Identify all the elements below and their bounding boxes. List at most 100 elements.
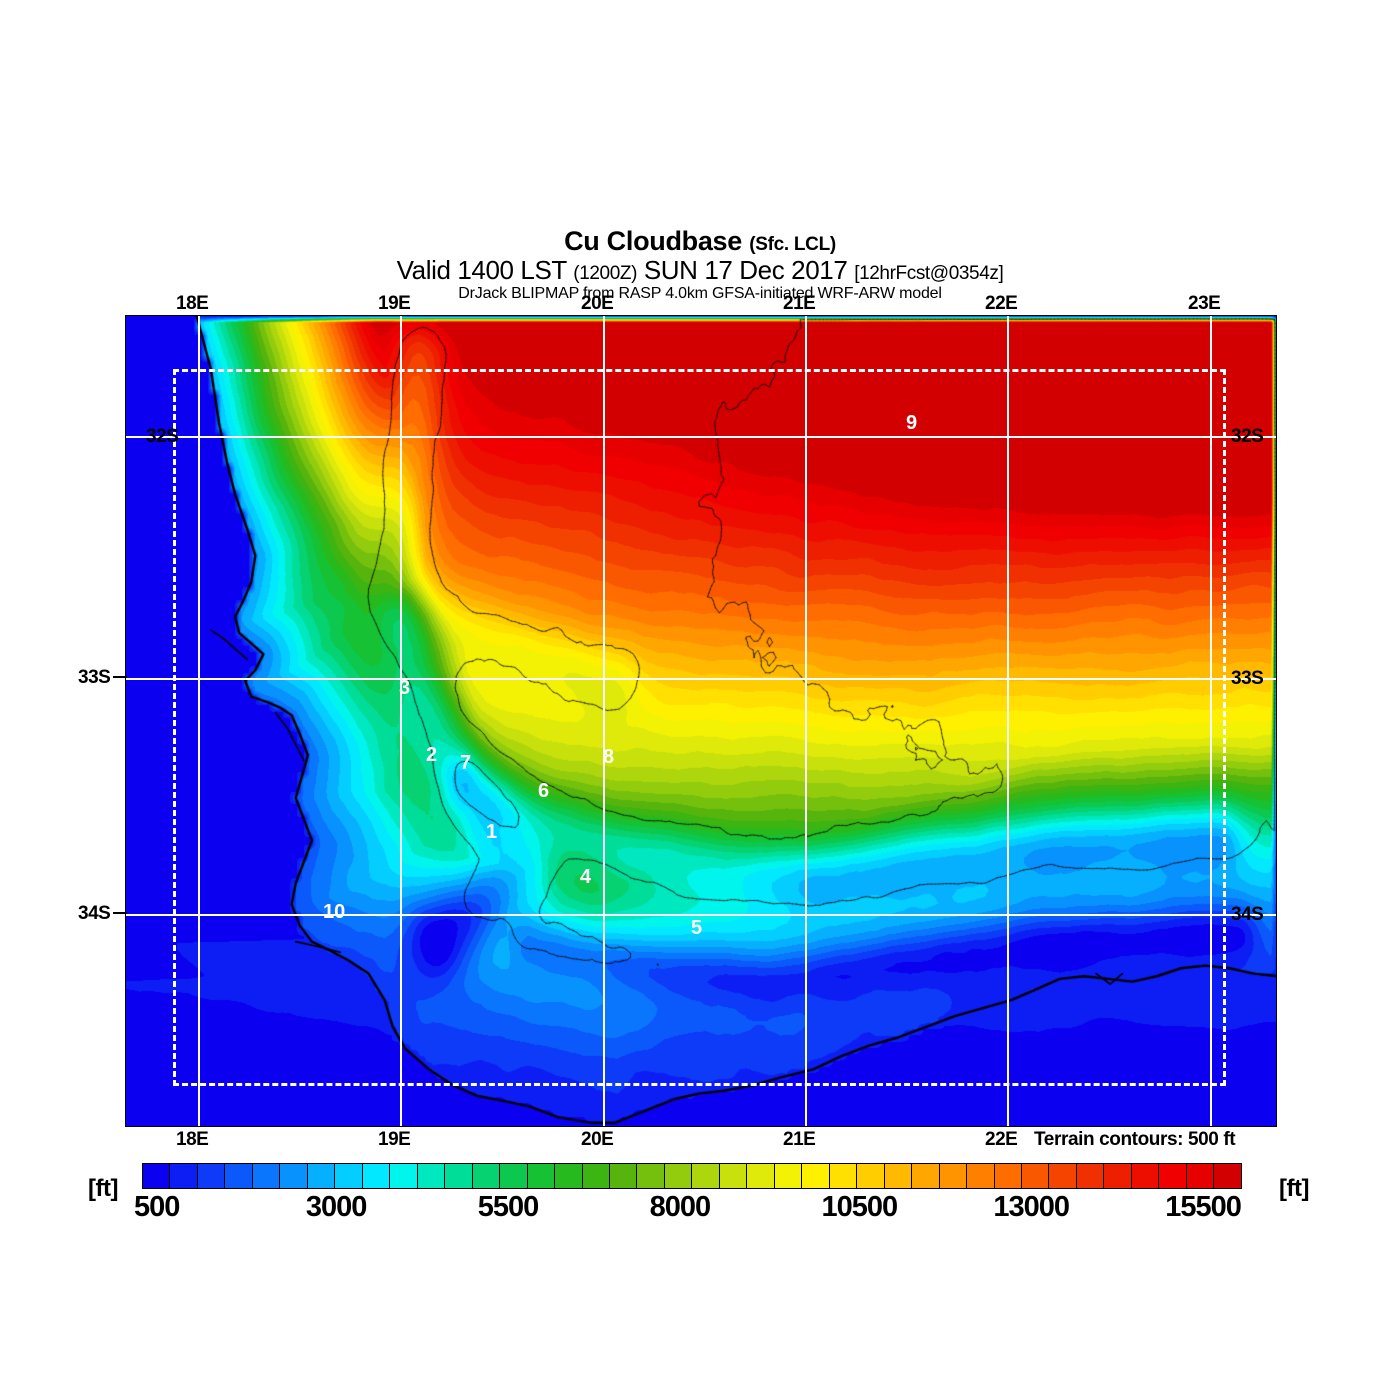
colorbar-cell-2 [197,1164,226,1188]
colorbar-tick-labels: 500 3000 5500 8000 10500 13000 15500 [0,1191,1400,1231]
colorbar-cell-33 [1049,1164,1077,1188]
lon-label-bottom-22E: 22E [985,1129,1018,1150]
colorbar-cell-4 [252,1164,281,1188]
colorbar-cell-9 [390,1164,418,1188]
forecast-tag: [12hrFcst@0354z] [854,263,1004,284]
map-panel[interactable]: 32S 32S 33S 34S 1 2 3 4 5 6 7 8 9 10 [125,315,1277,1127]
colorbar-cell-28 [912,1164,940,1188]
colorbar-cell-0 [143,1164,171,1188]
map-waypoint-1[interactable]: 1 [486,821,498,843]
graticule-lon-21E [805,316,807,1126]
colorbar-cell-14 [527,1164,556,1188]
colorbar-cell-7 [335,1164,363,1188]
colorbar-unit-right: [ft] [1279,1175,1309,1202]
colorbar-cell-30 [967,1164,995,1188]
tick-lat-33S [113,676,127,678]
colorbar-tick-5500: 5500 [477,1191,540,1223]
terrain-contour-note: Terrain contours: 500 ft [1034,1129,1236,1151]
colorbar-cell-26 [857,1164,885,1188]
valid-date: SUN 17 Dec 2017 [643,255,848,285]
colorbar-cell-18 [637,1164,665,1188]
graticule-lon-20E [603,316,605,1126]
map-waypoint-6[interactable]: 6 [538,780,550,802]
map-waypoint-10[interactable]: 10 [323,901,346,923]
lon-label-top-19E: 19E [378,293,411,314]
colorbar-cell-11 [445,1164,473,1188]
colorbar-cell-6 [307,1164,336,1188]
colorbar-cell-31 [994,1164,1022,1188]
colorbar-tick-13000: 13000 [993,1191,1070,1223]
lon-label-top-21E: 21E [783,293,816,314]
lat-label-right-34S: 34S [1231,904,1264,925]
colorbar-cell-19 [664,1164,693,1188]
lon-label-top-22E: 22E [985,293,1018,314]
colorbar-cell-13 [500,1164,528,1188]
colorbar-cell-17 [609,1164,638,1188]
title-parenthetical: (Sfc. LCL) [749,234,836,255]
graticule-lon-23E [1210,316,1212,1126]
map-waypoint-5[interactable]: 5 [691,917,703,939]
title-main: Cu Cloudbase [564,226,742,256]
colorbar-cell-23 [774,1164,803,1188]
lon-label-top-20E: 20E [581,293,614,314]
map-waypoint-3[interactable]: 3 [399,677,411,699]
colorbar-cell-15 [555,1164,583,1188]
colorbar-tick-10500: 10500 [821,1191,899,1223]
graticule-lat-33S [126,678,1276,680]
lon-label-bottom-19E: 19E [378,1129,411,1150]
lon-label-bottom-20E: 20E [581,1129,614,1150]
colorbar-cell-10 [417,1164,446,1188]
colorbar-tick-500: 500 [134,1191,180,1223]
graticule-lon-19E [400,316,402,1126]
lat-label-outer-34S: 34S [78,903,111,924]
colorbar-tick-8000: 8000 [649,1191,712,1223]
map-waypoint-4[interactable]: 4 [580,866,592,888]
lat-label-left-32S: 32S [146,426,179,447]
graticule-lon-22E [1007,316,1009,1126]
colorbar-cell-32 [1022,1164,1050,1188]
lat-label-right-32S: 32S [1231,426,1264,447]
colorbar-cell-25 [829,1164,858,1188]
map-waypoint-8[interactable]: 8 [603,746,615,768]
colorbar-cell-37 [1159,1164,1187,1188]
colorbar-tick-15500: 15500 [1165,1191,1242,1223]
colorbar-unit-left: [ft] [88,1175,118,1202]
map-waypoint-2[interactable]: 2 [426,744,438,766]
model-source-line: DrJack BLIPMAP from RASP 4.0km GFSA-init… [458,285,942,302]
map-waypoint-9[interactable]: 9 [906,412,918,434]
subdomain-dashed-box [173,369,1226,1086]
colorbar-cell-22 [747,1164,775,1188]
lon-label-top-23E: 23E [1188,293,1221,314]
lat-label-outer-33S: 33S [78,667,111,688]
cloudbase-heatmap-canvas [126,316,1276,1126]
colorbar-cell-38 [1186,1164,1215,1188]
colorbar-cell-21 [719,1164,748,1188]
page-title: Cu Cloudbase (Sfc. LCL) [0,228,1400,255]
colorbar-cell-3 [225,1164,253,1188]
colorbar-cell-20 [692,1164,720,1188]
title-block: Cu Cloudbase (Sfc. LCL) Valid 1400 LST (… [0,228,1400,302]
tick-lat-34S [113,912,127,914]
colorbar-cell-39 [1214,1164,1241,1188]
colorbar-cell-27 [884,1164,913,1188]
colorbar-cell-24 [802,1164,830,1188]
colorbar-cell-16 [582,1164,610,1188]
lat-label-right-33S: 33S [1231,668,1264,689]
colorbar-cell-35 [1104,1164,1132,1188]
colorbar-tick-3000: 3000 [305,1191,368,1223]
colorbar-cell-12 [472,1164,501,1188]
lon-label-bottom-18E: 18E [176,1129,209,1150]
colorbar-cell-1 [170,1164,198,1188]
map-waypoint-7[interactable]: 7 [460,752,472,774]
colorbar-cell-36 [1131,1164,1160,1188]
colorbar-cell-29 [939,1164,968,1188]
graticule-lat-34S [126,914,1276,916]
colorbar-cell-8 [362,1164,391,1188]
colorbar[interactable] [142,1163,1242,1189]
colorbar-cell-5 [280,1164,308,1188]
valid-zulu: (1200Z) [573,263,637,284]
valid-time-line: Valid 1400 LST (1200Z) SUN 17 Dec 2017 [… [0,257,1400,283]
lon-label-bottom-21E: 21E [783,1129,816,1150]
lon-label-top-18E: 18E [176,293,209,314]
valid-label: Valid 1400 LST [396,255,567,285]
